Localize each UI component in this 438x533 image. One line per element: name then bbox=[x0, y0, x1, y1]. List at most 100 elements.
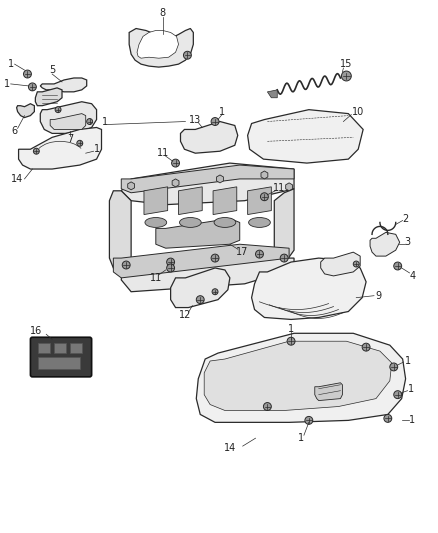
Ellipse shape bbox=[249, 217, 270, 228]
Ellipse shape bbox=[145, 217, 167, 228]
Polygon shape bbox=[172, 179, 179, 187]
Text: 11: 11 bbox=[157, 148, 169, 158]
Text: 1: 1 bbox=[219, 107, 225, 117]
Polygon shape bbox=[40, 102, 96, 133]
Text: 1: 1 bbox=[93, 144, 99, 154]
Text: 17: 17 bbox=[236, 247, 248, 257]
Text: 2: 2 bbox=[403, 214, 409, 223]
Text: 4: 4 bbox=[410, 271, 416, 281]
Polygon shape bbox=[121, 250, 294, 292]
FancyBboxPatch shape bbox=[30, 337, 92, 377]
Circle shape bbox=[167, 264, 175, 272]
Ellipse shape bbox=[180, 217, 201, 228]
Text: 11: 11 bbox=[150, 273, 162, 283]
Bar bbox=[38, 343, 50, 353]
Polygon shape bbox=[121, 163, 294, 205]
Polygon shape bbox=[370, 232, 400, 256]
Polygon shape bbox=[204, 341, 392, 410]
Text: 13: 13 bbox=[189, 115, 201, 125]
Text: 1: 1 bbox=[4, 79, 10, 89]
Bar bbox=[70, 343, 82, 353]
Polygon shape bbox=[137, 30, 179, 58]
Polygon shape bbox=[274, 189, 294, 264]
Circle shape bbox=[394, 391, 402, 399]
Polygon shape bbox=[196, 333, 406, 422]
Text: 16: 16 bbox=[30, 326, 42, 336]
Circle shape bbox=[122, 261, 130, 269]
Circle shape bbox=[77, 140, 83, 146]
Circle shape bbox=[184, 51, 191, 59]
Circle shape bbox=[167, 258, 175, 266]
Polygon shape bbox=[251, 258, 366, 319]
Polygon shape bbox=[321, 252, 360, 276]
Polygon shape bbox=[35, 88, 62, 106]
Text: 5: 5 bbox=[49, 65, 55, 75]
Circle shape bbox=[263, 402, 271, 410]
Circle shape bbox=[353, 261, 359, 267]
Text: 14: 14 bbox=[11, 174, 23, 184]
Circle shape bbox=[196, 296, 204, 304]
Circle shape bbox=[287, 337, 295, 345]
Circle shape bbox=[394, 262, 402, 270]
Polygon shape bbox=[113, 244, 289, 278]
Text: 7: 7 bbox=[67, 134, 73, 144]
Polygon shape bbox=[213, 187, 237, 215]
Text: 1: 1 bbox=[102, 117, 109, 126]
Text: 6: 6 bbox=[11, 126, 18, 136]
Text: 12: 12 bbox=[179, 311, 191, 320]
Text: 3: 3 bbox=[405, 237, 411, 247]
Polygon shape bbox=[40, 78, 87, 92]
Circle shape bbox=[24, 70, 32, 78]
Circle shape bbox=[362, 343, 370, 351]
Polygon shape bbox=[129, 28, 193, 67]
Text: 1: 1 bbox=[410, 415, 416, 425]
Text: 15: 15 bbox=[340, 59, 353, 69]
Circle shape bbox=[33, 148, 39, 154]
Polygon shape bbox=[180, 122, 238, 153]
Circle shape bbox=[211, 118, 219, 125]
Polygon shape bbox=[247, 187, 271, 215]
Polygon shape bbox=[261, 171, 268, 179]
Polygon shape bbox=[156, 219, 240, 248]
Text: 1: 1 bbox=[298, 433, 304, 443]
Circle shape bbox=[172, 159, 180, 167]
Text: 9: 9 bbox=[375, 290, 381, 301]
Circle shape bbox=[390, 363, 398, 371]
Text: 11: 11 bbox=[273, 183, 285, 193]
Bar bbox=[38, 357, 80, 369]
Circle shape bbox=[280, 254, 288, 262]
Polygon shape bbox=[216, 175, 223, 183]
Polygon shape bbox=[267, 90, 277, 98]
Polygon shape bbox=[128, 182, 134, 190]
Circle shape bbox=[28, 83, 36, 91]
Text: 1: 1 bbox=[288, 325, 294, 334]
Polygon shape bbox=[121, 165, 294, 193]
Text: 1: 1 bbox=[405, 356, 411, 366]
Polygon shape bbox=[144, 187, 168, 215]
Bar bbox=[54, 343, 66, 353]
Polygon shape bbox=[315, 383, 343, 401]
Polygon shape bbox=[18, 127, 102, 169]
Circle shape bbox=[212, 289, 218, 295]
Polygon shape bbox=[179, 187, 202, 215]
Text: 1: 1 bbox=[407, 384, 413, 394]
Polygon shape bbox=[247, 110, 363, 163]
Circle shape bbox=[384, 415, 392, 422]
Circle shape bbox=[342, 71, 351, 81]
Polygon shape bbox=[17, 104, 34, 118]
Ellipse shape bbox=[214, 217, 236, 228]
Polygon shape bbox=[50, 114, 86, 130]
Text: 8: 8 bbox=[160, 7, 166, 18]
Circle shape bbox=[87, 118, 92, 125]
Circle shape bbox=[305, 416, 313, 424]
Polygon shape bbox=[286, 183, 293, 191]
Text: 10: 10 bbox=[352, 107, 364, 117]
Circle shape bbox=[261, 193, 268, 201]
Polygon shape bbox=[171, 268, 230, 308]
Circle shape bbox=[211, 254, 219, 262]
Circle shape bbox=[55, 107, 61, 112]
Text: 1: 1 bbox=[7, 59, 14, 69]
Circle shape bbox=[255, 250, 263, 258]
Text: 14: 14 bbox=[224, 443, 236, 453]
Polygon shape bbox=[110, 191, 131, 272]
